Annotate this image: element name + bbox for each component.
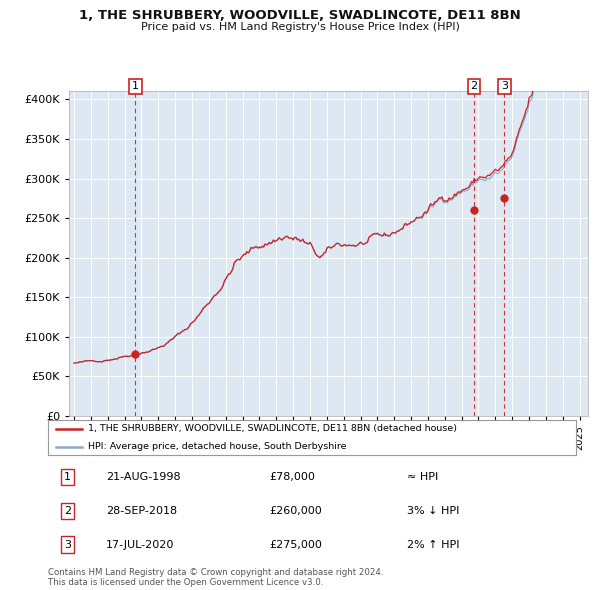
Text: 1, THE SHRUBBERY, WOODVILLE, SWADLINCOTE, DE11 8BN: 1, THE SHRUBBERY, WOODVILLE, SWADLINCOTE… (79, 9, 521, 22)
Text: HPI: Average price, detached house, South Derbyshire: HPI: Average price, detached house, Sout… (88, 442, 346, 451)
Text: 1, THE SHRUBBERY, WOODVILLE, SWADLINCOTE, DE11 8BN (detached house): 1, THE SHRUBBERY, WOODVILLE, SWADLINCOTE… (88, 424, 457, 434)
Text: Price paid vs. HM Land Registry's House Price Index (HPI): Price paid vs. HM Land Registry's House … (140, 22, 460, 32)
Text: 1: 1 (64, 473, 71, 483)
Text: Contains HM Land Registry data © Crown copyright and database right 2024.
This d: Contains HM Land Registry data © Crown c… (48, 568, 383, 587)
Text: 17-JUL-2020: 17-JUL-2020 (106, 539, 175, 549)
Text: 2: 2 (64, 506, 71, 516)
Text: 3% ↓ HPI: 3% ↓ HPI (407, 506, 460, 516)
Text: 2% ↑ HPI: 2% ↑ HPI (407, 539, 460, 549)
Text: £260,000: £260,000 (270, 506, 323, 516)
Text: 3: 3 (64, 539, 71, 549)
Text: 28-SEP-2018: 28-SEP-2018 (106, 506, 177, 516)
Text: £78,000: £78,000 (270, 473, 316, 483)
Text: 21-AUG-1998: 21-AUG-1998 (106, 473, 181, 483)
Text: £275,000: £275,000 (270, 539, 323, 549)
Text: 3: 3 (501, 81, 508, 91)
Text: 2: 2 (470, 81, 478, 91)
Text: 1: 1 (132, 81, 139, 91)
Text: ≈ HPI: ≈ HPI (407, 473, 438, 483)
